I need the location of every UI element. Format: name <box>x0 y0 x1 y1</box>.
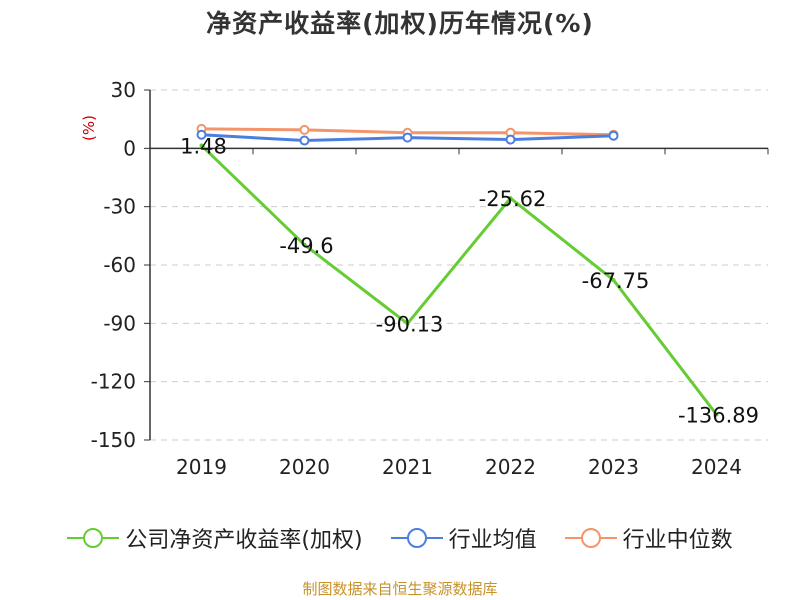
data-point-industry-avg <box>505 134 516 145</box>
data-label: -67.75 <box>582 269 650 293</box>
x-tick-label: 2019 <box>176 455 227 479</box>
data-label: 1.48 <box>180 134 227 158</box>
data-label: -90.13 <box>376 313 444 337</box>
y-tick-label: -60 <box>103 253 136 277</box>
y-tick-label: 0 <box>123 136 136 160</box>
legend-item-company[interactable]: 公司净资产收益率(加权) <box>67 522 363 554</box>
source-footer: 制图数据来自恒生聚源数据库 <box>302 580 498 598</box>
data-label: -49.6 <box>279 234 333 258</box>
legend-label-industry-median: 行业中位数 <box>622 528 733 553</box>
data-point-company <box>508 196 513 201</box>
data-point-industry-median <box>299 124 310 135</box>
legend-marker-industry-median <box>564 528 617 548</box>
data-label: -25.62 <box>479 187 547 211</box>
axes: 30 0 -30 -60 -90 -120 -150 2019 2020 2021 2022 2023… <box>91 78 769 479</box>
legend-label-company: 公司净资产收益率(加权) <box>125 528 363 553</box>
series-line-company <box>200 144 718 416</box>
data-point-company <box>199 143 204 148</box>
grid-lines <box>150 89 768 441</box>
data-point-company <box>611 278 616 283</box>
x-tick-label: 2023 <box>588 455 639 479</box>
chart-title: 净资产收益率(加权)历年情况(%) <box>206 9 594 38</box>
series-lines <box>196 123 719 417</box>
y-tick-label: -30 <box>103 195 136 219</box>
y-axis-unit-label: (%) <box>80 115 98 141</box>
x-tick-label: 2020 <box>279 455 330 479</box>
data-point-company <box>714 412 719 417</box>
data-point-industry-avg <box>608 130 619 141</box>
legend: 公司净资产收益率(加权) 行业均值 行业中位数 <box>0 522 800 554</box>
data-label: -136.89 <box>678 404 759 428</box>
legend-item-industry-median[interactable]: 行业中位数 <box>564 522 733 554</box>
y-tick-label: 30 <box>111 78 136 102</box>
data-point-industry-avg <box>196 129 207 140</box>
x-tick-label: 2021 <box>382 455 433 479</box>
x-tick-label: 2024 <box>691 455 742 479</box>
data-labels: 1.48 -49.6 -90.13 -25.62 -67.75 -136.89 <box>180 134 759 427</box>
legend-item-industry-avg[interactable]: 行业均值 <box>390 522 537 554</box>
y-tick-label: -90 <box>103 311 136 335</box>
legend-marker-company <box>67 528 120 548</box>
legend-marker-industry-avg <box>390 528 443 548</box>
y-tick-label: -120 <box>91 370 136 394</box>
data-point-company <box>405 321 410 326</box>
data-point-company <box>302 242 307 247</box>
legend-label-industry-avg: 行业均值 <box>448 528 537 553</box>
x-tick-label: 2022 <box>485 455 536 479</box>
data-point-industry-avg <box>299 135 310 146</box>
data-point-industry-avg <box>402 132 413 143</box>
y-tick-label: -150 <box>91 428 136 452</box>
